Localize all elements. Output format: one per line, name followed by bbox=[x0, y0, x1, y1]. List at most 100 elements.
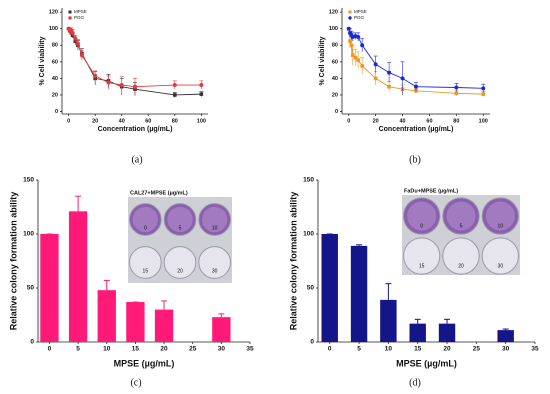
legend-label: PGG bbox=[354, 15, 365, 20]
well-label: 10 bbox=[498, 223, 504, 229]
x-tick-label: 20 bbox=[160, 346, 168, 353]
inset-title: FaDu+MPSE (µg/mL) bbox=[404, 188, 458, 194]
point bbox=[454, 91, 459, 96]
y-tick-label: 20 bbox=[332, 92, 338, 98]
well-label: 15 bbox=[143, 269, 149, 275]
y-axis-label: % Cell viability bbox=[39, 36, 46, 85]
well-stain bbox=[167, 206, 193, 233]
well-label: 5 bbox=[460, 223, 463, 229]
well-stain bbox=[132, 206, 158, 233]
well bbox=[198, 246, 232, 279]
bar bbox=[321, 234, 338, 342]
point bbox=[350, 53, 355, 58]
well-label: 0 bbox=[144, 226, 147, 232]
x-tick-label: 80 bbox=[172, 118, 178, 124]
well bbox=[129, 246, 162, 279]
legend-marker bbox=[348, 10, 352, 14]
point bbox=[400, 76, 405, 81]
y-tick-label: 50 bbox=[27, 285, 35, 292]
point bbox=[360, 64, 364, 68]
x-tick-label: 35 bbox=[246, 346, 254, 353]
point bbox=[373, 76, 378, 81]
y-tick-label: 150 bbox=[303, 177, 314, 184]
x-tick-label: 0 bbox=[347, 118, 350, 124]
well-label: 20 bbox=[177, 269, 183, 275]
y-tick-label: 40 bbox=[332, 76, 338, 82]
well-stain bbox=[446, 201, 476, 231]
x-tick-label: 60 bbox=[426, 118, 432, 124]
y-tick-label: 80 bbox=[332, 43, 338, 49]
well bbox=[481, 237, 520, 275]
y-tick-label: 40 bbox=[52, 76, 58, 82]
y-tick-label: 60 bbox=[52, 59, 58, 65]
x-tick-label: 60 bbox=[145, 118, 151, 124]
x-tick-label: 40 bbox=[399, 118, 405, 124]
y-tick-label: 120 bbox=[49, 10, 58, 16]
y-tick-label: 120 bbox=[329, 10, 338, 16]
y-tick-label: 0 bbox=[310, 339, 314, 346]
x-tick-label: 0 bbox=[67, 118, 70, 124]
x-tick-label: 0 bbox=[48, 346, 52, 353]
bar bbox=[212, 317, 231, 342]
x-tick-label: 20 bbox=[373, 118, 379, 124]
bar bbox=[126, 302, 145, 342]
caption: (d) bbox=[409, 377, 421, 388]
point bbox=[172, 83, 177, 88]
x-tick-label: 30 bbox=[218, 346, 226, 353]
y-axis-label: % Cell viability bbox=[319, 36, 326, 85]
x-tick-label: 15 bbox=[132, 346, 140, 353]
point bbox=[79, 53, 84, 58]
legend-label: MPSE bbox=[74, 9, 87, 14]
caption: (a) bbox=[131, 154, 142, 165]
y-tick-label: 0 bbox=[335, 109, 338, 115]
x-tick-label: 20 bbox=[443, 346, 451, 353]
bar bbox=[97, 290, 116, 342]
point bbox=[75, 41, 80, 46]
bar bbox=[68, 211, 88, 342]
y-tick-label: 60 bbox=[332, 59, 338, 65]
x-tick-label: 35 bbox=[531, 346, 539, 353]
point bbox=[353, 55, 358, 60]
point bbox=[387, 84, 391, 89]
x-tick-label: 5 bbox=[76, 346, 80, 353]
well-label: 10 bbox=[212, 226, 218, 232]
fit-curve bbox=[348, 28, 484, 89]
well bbox=[442, 237, 480, 275]
point bbox=[73, 36, 78, 41]
x-axis-label: MPSE (µg/mL) bbox=[114, 358, 175, 368]
x-tick-label: 10 bbox=[103, 346, 111, 353]
point bbox=[356, 34, 361, 39]
y-tick-label: 150 bbox=[23, 177, 34, 184]
well-label: 5 bbox=[179, 226, 182, 232]
well-label: 20 bbox=[458, 263, 464, 269]
y-axis-label: Relative colony formation ability bbox=[8, 192, 18, 331]
y-axis-label: Relative colony formation ability bbox=[288, 192, 298, 331]
x-tick-label: 25 bbox=[189, 346, 197, 353]
x-axis-label: Concentration (µg/mL) bbox=[379, 126, 454, 133]
x-tick-label: 25 bbox=[473, 346, 481, 353]
well-stain bbox=[407, 201, 437, 231]
well-label: 0 bbox=[420, 223, 423, 229]
well-stain bbox=[485, 201, 515, 231]
x-tick-label: 20 bbox=[92, 118, 98, 124]
x-tick-label: 30 bbox=[502, 346, 510, 353]
bar bbox=[40, 234, 59, 342]
point bbox=[348, 39, 352, 43]
legend-marker bbox=[68, 10, 72, 14]
point bbox=[106, 80, 111, 85]
point bbox=[199, 92, 204, 96]
point bbox=[356, 58, 360, 62]
point bbox=[481, 86, 486, 91]
x-tick-label: 10 bbox=[385, 346, 393, 353]
y-tick-label: 100 bbox=[303, 231, 314, 238]
well bbox=[163, 246, 197, 279]
legend-marker bbox=[68, 16, 72, 20]
well bbox=[403, 237, 441, 275]
bar bbox=[350, 245, 368, 342]
point bbox=[481, 92, 486, 96]
x-tick-label: 40 bbox=[119, 118, 125, 124]
x-axis-label: Concentration (µg/mL) bbox=[98, 126, 173, 133]
point bbox=[414, 84, 418, 89]
point bbox=[119, 83, 124, 88]
